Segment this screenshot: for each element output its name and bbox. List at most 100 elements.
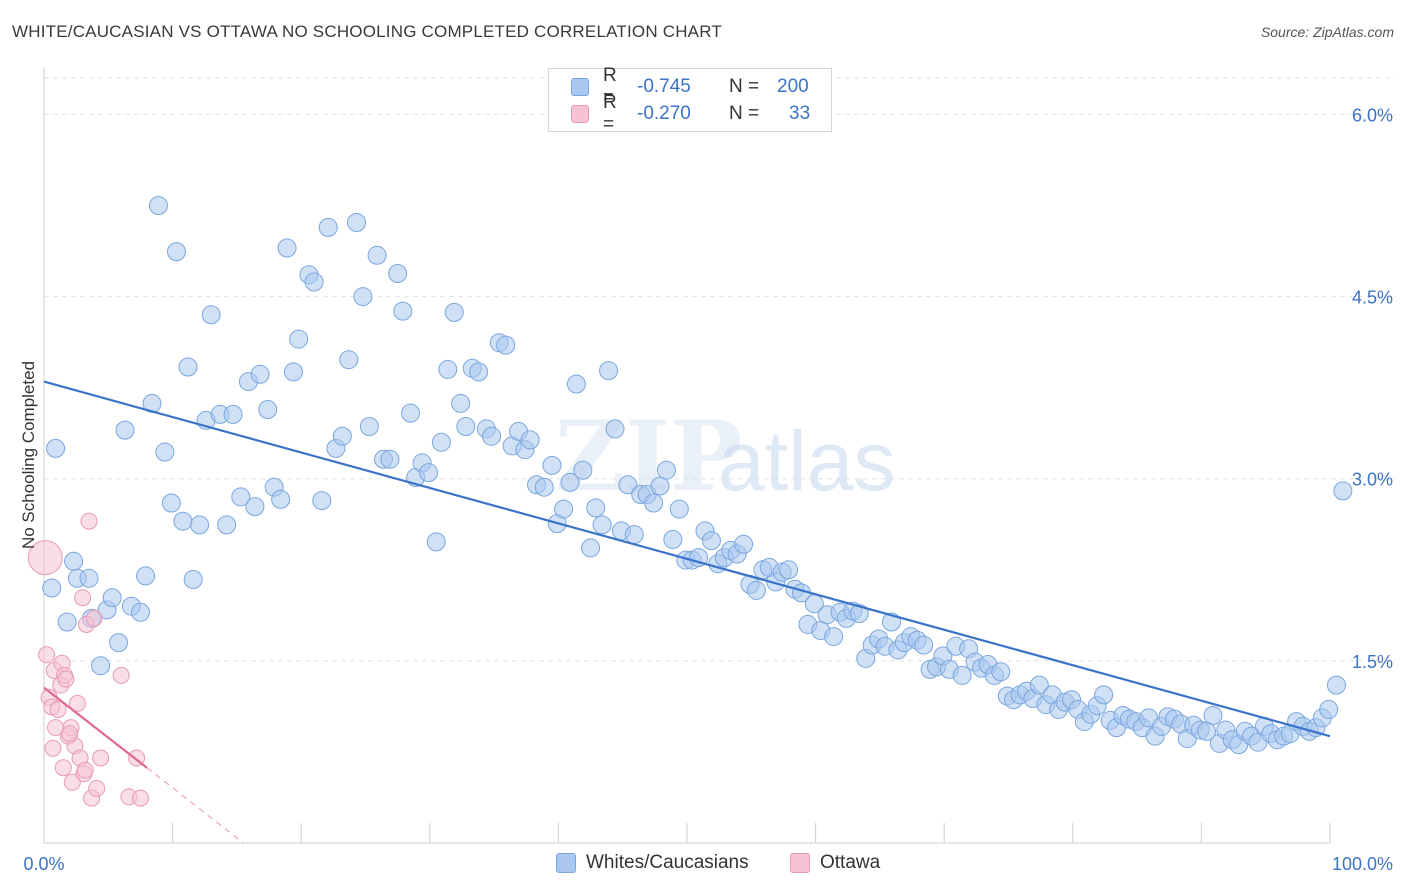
legend-item-whites[interactable]: Whites/Caucasians: [556, 852, 749, 874]
r-label: R =: [603, 92, 617, 135]
point-whites: [444, 302, 464, 322]
legend-row-whites: R = -0.745 N = 200: [571, 65, 809, 108]
point-whites: [231, 487, 251, 507]
legend-swatch-whites: [556, 853, 576, 873]
legend-label-ottawa: Ottawa: [820, 852, 881, 873]
point-whites: [312, 491, 332, 511]
point-whites: [656, 460, 676, 480]
point-whites: [496, 335, 516, 355]
point-ottawa: [112, 666, 130, 684]
point-whites: [130, 602, 150, 622]
legend-swatch-whites: [571, 78, 589, 96]
trend-lines: [43, 380, 1331, 844]
r-value: -0.270: [637, 103, 691, 124]
point-whites: [914, 635, 934, 655]
point-whites: [102, 588, 122, 608]
point-whites: [482, 426, 502, 446]
point-whites: [663, 529, 683, 549]
point-whites: [401, 403, 421, 423]
point-whites: [438, 359, 458, 379]
point-whites: [332, 426, 352, 446]
point-whites: [456, 417, 476, 436]
point-whites: [689, 548, 709, 568]
point-whites: [573, 460, 593, 480]
point-whites: [148, 196, 168, 215]
point-whites: [824, 627, 844, 647]
point-whites: [1029, 675, 1049, 695]
point-whites: [1203, 706, 1223, 725]
point-whites: [283, 362, 303, 382]
point-whites: [42, 578, 62, 598]
point-whites: [155, 442, 175, 462]
point-whites: [367, 245, 387, 265]
point-whites: [534, 477, 554, 497]
point-whites: [451, 393, 471, 413]
source-attribution: Source: ZipAtlas.com: [1260, 24, 1394, 40]
point-whites: [271, 489, 291, 509]
point-whites: [245, 497, 265, 517]
legend-row-ottawa: R = -0.270 N = 33: [571, 92, 810, 135]
point-whites: [426, 532, 446, 552]
point-whites: [431, 432, 451, 452]
point-whites: [624, 525, 644, 545]
point-ottawa: [57, 670, 75, 688]
point-whites: [166, 242, 186, 262]
n-label: N =: [729, 76, 760, 97]
point-whites: [359, 417, 379, 436]
point-whites: [57, 612, 77, 632]
point-whites: [1326, 675, 1346, 695]
point-whites: [339, 350, 359, 370]
point-whites: [991, 662, 1011, 682]
point-whites: [542, 455, 562, 475]
point-whites: [592, 515, 612, 535]
point-whites: [599, 361, 619, 381]
legend-label-whites: Whites/Caucasians: [586, 852, 749, 873]
point-ottawa: [76, 761, 94, 779]
y-tick-label: 3.0%: [1352, 470, 1393, 490]
trend-line-ottawa: [43, 686, 148, 769]
legend-swatch-ottawa: [571, 105, 589, 123]
point-whites: [554, 499, 574, 519]
r-value: -0.745: [637, 76, 691, 97]
point-whites: [277, 238, 297, 258]
correlation-legend: R = -0.745 N = 200 R = -0.270 N = 33: [548, 65, 832, 135]
point-whites: [136, 566, 156, 586]
point-whites: [1094, 685, 1114, 705]
point-ottawa: [27, 540, 63, 576]
point-whites: [1333, 481, 1353, 501]
point-whites: [1319, 699, 1339, 719]
point-whites: [393, 301, 413, 321]
point-whites: [190, 515, 210, 535]
x-tick-label: 0.0%: [23, 854, 64, 874]
x-tick-label: 100.0%: [1332, 854, 1393, 874]
point-whites: [79, 568, 99, 588]
series-ottawa: [27, 512, 149, 807]
y-tick-label: 6.0%: [1352, 105, 1393, 125]
point-whites: [419, 463, 439, 483]
point-whites: [91, 656, 111, 676]
point-ottawa: [74, 589, 92, 607]
point-whites: [201, 305, 221, 325]
y-tick-label: 1.5%: [1352, 652, 1393, 672]
point-ottawa: [63, 773, 81, 791]
trend-line-ottawa-extension: [146, 767, 244, 844]
point-whites: [217, 515, 237, 535]
point-whites: [346, 213, 366, 232]
point-ottawa: [54, 759, 72, 777]
n-label: N =: [729, 103, 760, 124]
y-axis-label: No Schooling Completed: [19, 361, 38, 549]
point-whites: [469, 362, 489, 382]
point-whites: [746, 580, 766, 600]
n-value: 200: [777, 76, 809, 97]
point-whites: [586, 498, 606, 518]
point-whites: [353, 287, 373, 307]
point-whites: [289, 329, 309, 349]
point-whites: [178, 357, 198, 377]
point-whites: [304, 272, 324, 292]
point-ottawa: [88, 779, 106, 797]
point-whites: [605, 419, 625, 439]
point-whites: [566, 374, 586, 394]
legend-item-ottawa[interactable]: Ottawa: [790, 852, 880, 874]
point-ottawa: [131, 789, 149, 807]
point-whites: [520, 430, 540, 450]
